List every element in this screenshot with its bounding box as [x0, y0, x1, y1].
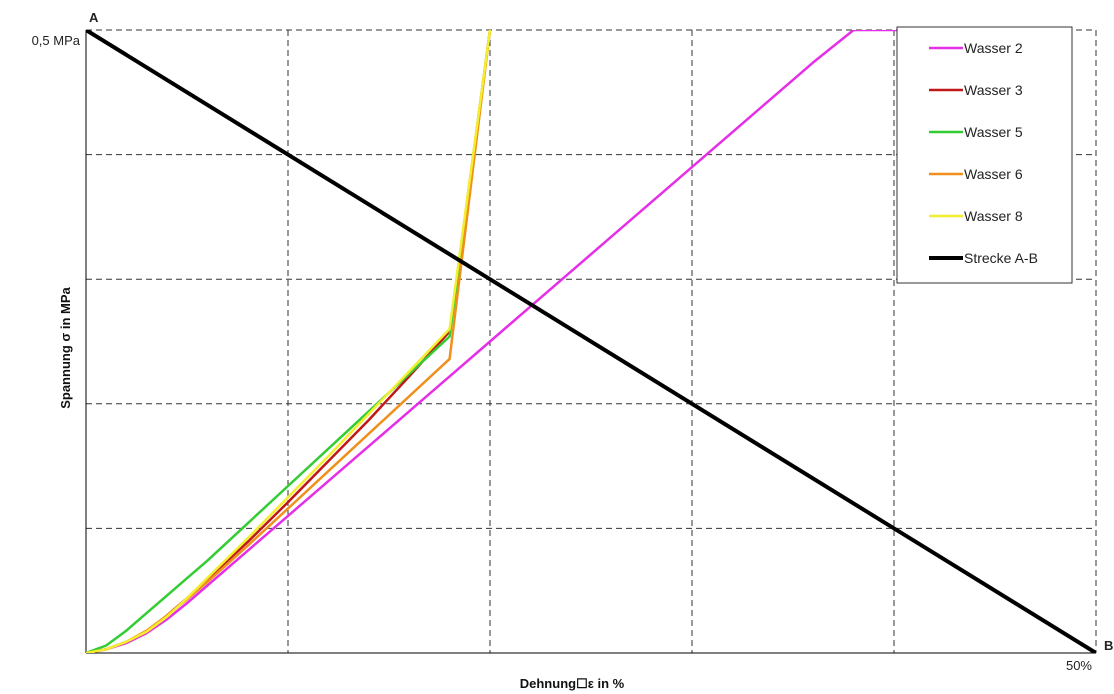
legend-label: Wasser 6 — [964, 166, 1023, 182]
x-tick-label-max: 50% — [1066, 658, 1092, 673]
y-axis-title: Spannung σ in MPa — [58, 286, 73, 408]
series-line-wasser-2 — [86, 30, 965, 653]
legend-label: Wasser 5 — [964, 124, 1023, 140]
series-line-strecke-a-b — [86, 30, 1096, 653]
series-line-wasser-8 — [86, 30, 492, 653]
point-label-b: B — [1104, 638, 1113, 653]
x-axis-title: Dehnung☐ε in % — [520, 676, 625, 691]
y-tick-label-max: 0,5 MPa — [32, 33, 81, 48]
point-label-a: A — [89, 10, 99, 25]
legend-label: Wasser 2 — [964, 40, 1023, 56]
legend-label: Wasser 3 — [964, 82, 1023, 98]
series-layer — [86, 30, 1096, 653]
legend-label: Wasser 8 — [964, 208, 1023, 224]
legend-box — [896, 26, 1073, 284]
legend: Wasser 2 Wasser 3 Wasser 5 Wasser 6 Wasser 8… — [896, 26, 1073, 284]
legend-label: Strecke A-B — [964, 250, 1038, 266]
